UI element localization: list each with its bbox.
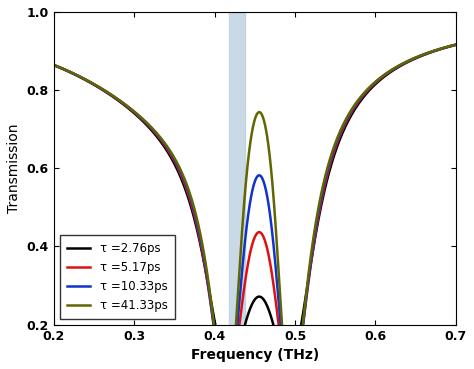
τ =41.33ps xyxy=(124,103,129,108)
τ =5.17ps xyxy=(351,106,357,111)
τ =5.17ps xyxy=(51,63,56,67)
τ =10.33ps xyxy=(351,105,357,109)
τ =10.33ps xyxy=(312,228,318,232)
Y-axis label: Transmission: Transmission xyxy=(7,124,21,213)
τ =5.17ps xyxy=(204,280,210,284)
τ =10.33ps xyxy=(51,63,56,67)
τ =2.76ps xyxy=(351,108,357,113)
τ =41.33ps xyxy=(51,63,56,67)
τ =10.33ps xyxy=(382,73,387,77)
X-axis label: Frequency (THz): Frequency (THz) xyxy=(191,348,319,362)
τ =5.17ps xyxy=(453,42,459,47)
τ =41.33ps xyxy=(204,272,210,276)
τ =5.17ps xyxy=(124,104,129,108)
Line: τ =41.33ps: τ =41.33ps xyxy=(54,45,456,369)
τ =5.17ps xyxy=(382,73,387,78)
τ =2.76ps xyxy=(124,105,129,109)
τ =2.76ps xyxy=(382,74,387,79)
Legend: τ =2.76ps, τ =5.17ps, τ =10.33ps, τ =41.33ps: τ =2.76ps, τ =5.17ps, τ =10.33ps, τ =41.… xyxy=(60,235,174,319)
τ =2.76ps xyxy=(51,63,56,67)
Bar xyxy=(229,12,245,325)
τ =10.33ps xyxy=(124,104,129,108)
τ =2.76ps xyxy=(292,353,298,357)
τ =10.33ps xyxy=(453,42,459,47)
Line: τ =5.17ps: τ =5.17ps xyxy=(54,45,456,369)
τ =41.33ps xyxy=(382,72,387,77)
τ =2.76ps xyxy=(453,43,459,47)
τ =2.76ps xyxy=(226,366,232,369)
Line: τ =2.76ps: τ =2.76ps xyxy=(54,45,456,369)
τ =41.33ps xyxy=(453,42,459,47)
τ =2.76ps xyxy=(204,278,210,283)
τ =5.17ps xyxy=(312,232,318,237)
Line: τ =10.33ps: τ =10.33ps xyxy=(54,45,456,369)
τ =2.76ps xyxy=(312,234,318,239)
τ =41.33ps xyxy=(351,104,357,108)
τ =10.33ps xyxy=(204,276,210,281)
τ =41.33ps xyxy=(312,223,318,228)
